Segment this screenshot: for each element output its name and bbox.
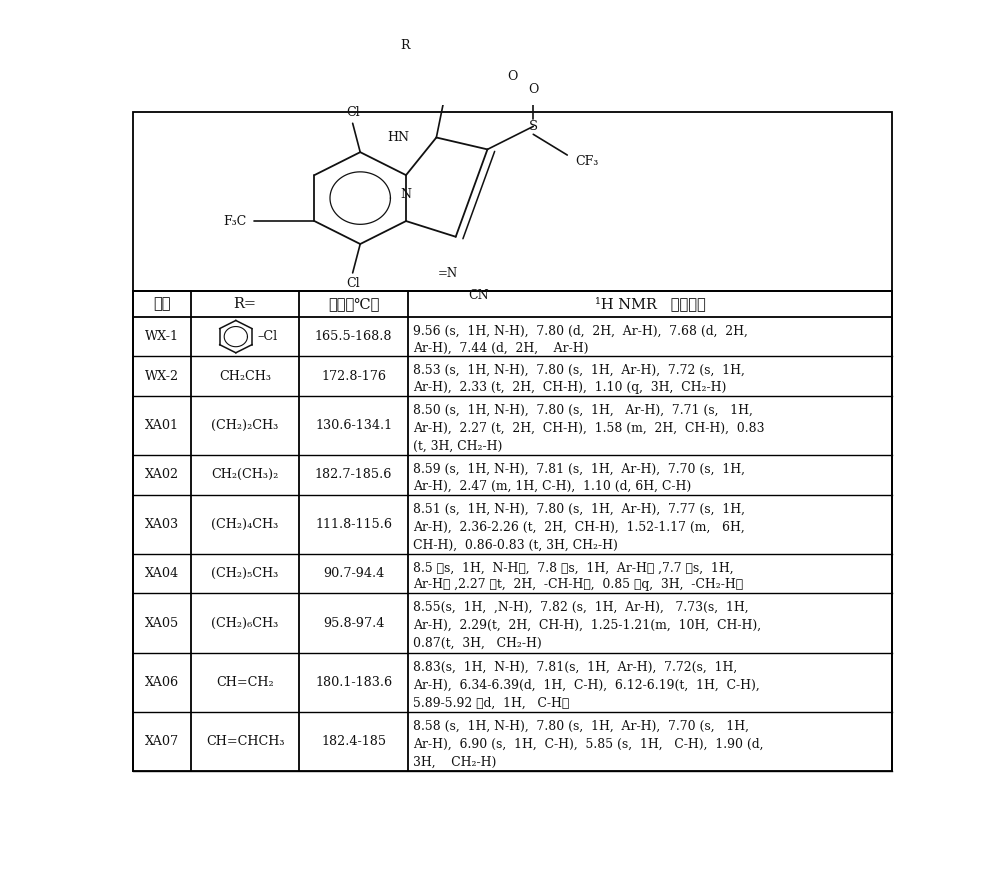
Text: 8.83(s,  1H,  N-H),  7.81(s,  1H,  Ar-H),  7.72(s,  1H,: 8.83(s, 1H, N-H), 7.81(s, 1H, Ar-H), 7.7… bbox=[413, 661, 738, 674]
Text: Cl: Cl bbox=[346, 277, 359, 290]
Text: =N: =N bbox=[438, 267, 458, 280]
Text: CH₂CH₃: CH₂CH₃ bbox=[219, 370, 271, 383]
Text: XA06: XA06 bbox=[145, 676, 179, 689]
Text: HN: HN bbox=[387, 131, 409, 144]
Text: 111.8-115.6: 111.8-115.6 bbox=[315, 517, 392, 531]
Text: Ar-H),  2.47 (m, 1H, C-H),  1.10 (d, 6H, C-H): Ar-H), 2.47 (m, 1H, C-H), 1.10 (d, 6H, C… bbox=[413, 480, 692, 493]
Text: 8.50 (s,  1H, N-H),  7.80 (s,  1H,   Ar-H),  7.71 (s,   1H,: 8.50 (s, 1H, N-H), 7.80 (s, 1H, Ar-H), 7… bbox=[413, 404, 753, 417]
Text: Ar-H),  2.33 (t,  2H,  CH-H),  1.10 (q,  3H,  CH₂-H): Ar-H), 2.33 (t, 2H, CH-H), 1.10 (q, 3H, … bbox=[413, 381, 727, 394]
Text: (CH₂)₅CH₃: (CH₂)₅CH₃ bbox=[212, 567, 279, 580]
Text: 9.56 (s,  1H, N-H),  7.80 (d,  2H,  Ar-H),  7.68 (d,  2H,: 9.56 (s, 1H, N-H), 7.80 (d, 2H, Ar-H), 7… bbox=[413, 324, 748, 337]
Text: Ar-H),  2.27 (t,  2H,  CH-H),  1.58 (m,  2H,  CH-H),  0.83: Ar-H), 2.27 (t, 2H, CH-H), 1.58 (m, 2H, … bbox=[413, 421, 765, 434]
Text: CH-H),  0.86-0.83 (t, 3H, CH₂-H): CH-H), 0.86-0.83 (t, 3H, CH₂-H) bbox=[413, 538, 618, 551]
Text: ¹H NMR   （归属）: ¹H NMR （归属） bbox=[595, 296, 705, 311]
Text: O: O bbox=[528, 83, 538, 96]
Text: 8.51 (s,  1H, N-H),  7.80 (s,  1H,  Ar-H),  7.77 (s,  1H,: 8.51 (s, 1H, N-H), 7.80 (s, 1H, Ar-H), 7… bbox=[413, 503, 745, 516]
Text: XA05: XA05 bbox=[145, 616, 179, 629]
Text: 熔点（℃）: 熔点（℃） bbox=[328, 297, 379, 311]
Text: –Cl: –Cl bbox=[258, 330, 278, 343]
Text: F₃C: F₃C bbox=[223, 214, 246, 227]
Text: 172.8-176: 172.8-176 bbox=[321, 370, 386, 383]
Text: WX-2: WX-2 bbox=[145, 370, 179, 383]
Text: 8.53 (s,  1H, N-H),  7.80 (s,  1H,  Ar-H),  7.72 (s,  1H,: 8.53 (s, 1H, N-H), 7.80 (s, 1H, Ar-H), 7… bbox=[413, 364, 745, 377]
Text: 165.5-168.8: 165.5-168.8 bbox=[315, 330, 392, 343]
Text: 180.1-183.6: 180.1-183.6 bbox=[315, 676, 392, 689]
Text: Ar-H),  6.90 (s,  1H,  C-H),  5.85 (s,  1H,   C-H),  1.90 (d,: Ar-H), 6.90 (s, 1H, C-H), 5.85 (s, 1H, C… bbox=[413, 738, 764, 751]
Text: Ar-H),  6.34-6.39(d,  1H,  C-H),  6.12-6.19(t,  1H,  C-H),: Ar-H), 6.34-6.39(d, 1H, C-H), 6.12-6.19(… bbox=[413, 678, 760, 691]
Text: (CH₂)₂CH₃: (CH₂)₂CH₃ bbox=[212, 419, 279, 432]
Text: R=: R= bbox=[234, 297, 257, 311]
Text: 8.55(s,  1H,  ,N-H),  7.82 (s,  1H,  Ar-H),   7.73(s,  1H,: 8.55(s, 1H, ,N-H), 7.82 (s, 1H, Ar-H), 7… bbox=[413, 601, 749, 614]
Text: (CH₂)₄CH₃: (CH₂)₄CH₃ bbox=[212, 517, 279, 531]
Text: Ar-H),  2.36-2.26 (t,  2H,  CH-H),  1.52-1.17 (m,   6H,: Ar-H), 2.36-2.26 (t, 2H, CH-H), 1.52-1.1… bbox=[413, 520, 745, 533]
Text: XA07: XA07 bbox=[145, 735, 179, 748]
Text: CF₃: CF₃ bbox=[575, 155, 598, 168]
Text: 130.6-134.1: 130.6-134.1 bbox=[315, 419, 392, 432]
Text: XA04: XA04 bbox=[145, 567, 179, 580]
Text: XA03: XA03 bbox=[145, 517, 179, 531]
Text: CH₂(CH₃)₂: CH₂(CH₃)₂ bbox=[212, 468, 279, 482]
Text: 5.89-5.92 （d,  1H,   C-H）: 5.89-5.92 （d, 1H, C-H） bbox=[413, 697, 570, 710]
Text: O: O bbox=[507, 70, 518, 83]
Text: 代号: 代号 bbox=[153, 297, 171, 311]
Text: 95.8-97.4: 95.8-97.4 bbox=[323, 616, 384, 629]
Text: Cl: Cl bbox=[346, 107, 359, 120]
Text: 3H,    CH₂-H): 3H, CH₂-H) bbox=[413, 756, 497, 768]
Text: XA01: XA01 bbox=[145, 419, 179, 432]
Text: 8.5 （s,  1H,  N-H）,  7.8 （s,  1H,  Ar-H） ,7.7 （s,  1H,: 8.5 （s, 1H, N-H）, 7.8 （s, 1H, Ar-H） ,7.7… bbox=[413, 561, 734, 574]
Text: N: N bbox=[401, 188, 412, 201]
Text: WX-1: WX-1 bbox=[145, 330, 179, 343]
Text: (CH₂)₆CH₃: (CH₂)₆CH₃ bbox=[212, 616, 279, 629]
Text: CH=CH₂: CH=CH₂ bbox=[216, 676, 274, 689]
Text: S: S bbox=[529, 120, 538, 133]
Text: Ar-H） ,2.27 （t,  2H,  -CH-H）,  0.85 （q,  3H,  -CH₂-H）: Ar-H） ,2.27 （t, 2H, -CH-H）, 0.85 （q, 3H,… bbox=[413, 579, 743, 592]
Text: 8.58 (s,  1H, N-H),  7.80 (s,  1H,  Ar-H),  7.70 (s,   1H,: 8.58 (s, 1H, N-H), 7.80 (s, 1H, Ar-H), 7… bbox=[413, 720, 749, 732]
Text: 182.7-185.6: 182.7-185.6 bbox=[315, 468, 392, 482]
Text: Ar-H),  2.29(t,  2H,  CH-H),  1.25-1.21(m,  10H,  CH-H),: Ar-H), 2.29(t, 2H, CH-H), 1.25-1.21(m, 1… bbox=[413, 619, 761, 632]
Text: Ar-H),  7.44 (d,  2H,    Ar-H): Ar-H), 7.44 (d, 2H, Ar-H) bbox=[413, 342, 589, 354]
Text: 90.7-94.4: 90.7-94.4 bbox=[323, 567, 384, 580]
Text: 182.4-185: 182.4-185 bbox=[321, 735, 386, 748]
Text: (t, 3H, CH₂-H): (t, 3H, CH₂-H) bbox=[413, 440, 503, 453]
Text: XA02: XA02 bbox=[145, 468, 179, 482]
Text: R: R bbox=[400, 39, 410, 52]
Text: 8.59 (s,  1H, N-H),  7.81 (s,  1H,  Ar-H),  7.70 (s,  1H,: 8.59 (s, 1H, N-H), 7.81 (s, 1H, Ar-H), 7… bbox=[413, 462, 745, 475]
Text: CH=CHCH₃: CH=CHCH₃ bbox=[206, 735, 284, 748]
Text: CN: CN bbox=[468, 289, 489, 302]
Text: 0.87(t,  3H,   CH₂-H): 0.87(t, 3H, CH₂-H) bbox=[413, 637, 542, 650]
